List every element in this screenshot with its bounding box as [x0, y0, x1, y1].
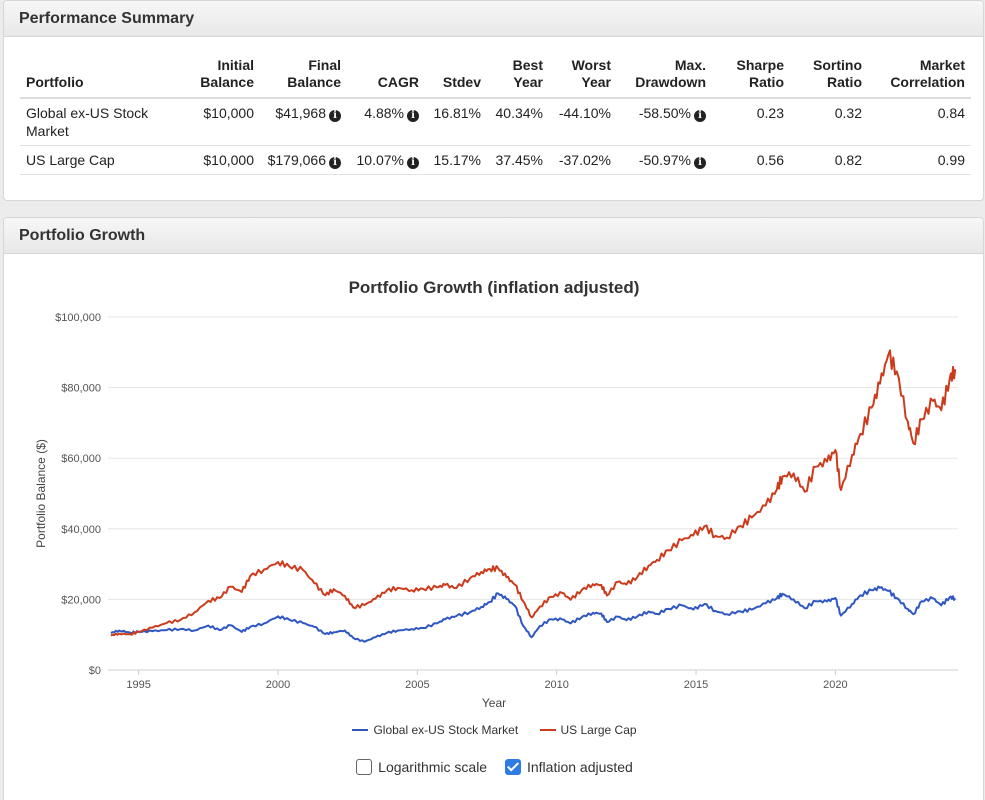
y-tick-label: $40,000	[61, 524, 101, 536]
inflation-adjusted-checkbox[interactable]	[504, 759, 521, 775]
portfolio-growth-chart: Portfolio Growth (inflation adjusted) $0 $…	[34, 278, 958, 710]
cell-best-year: 37.45%	[487, 145, 549, 175]
chart-legend: Global ex-US Stock Market US Large Cap	[4, 723, 983, 737]
col-stdev: Stdev	[425, 54, 487, 99]
y-tick-label: $20,000	[61, 594, 101, 606]
table-row: Global ex-US Stock Market $10,000 $41,96…	[20, 98, 971, 146]
y-tick-label: $100,000	[55, 312, 101, 324]
chart-title: Portfolio Growth (inflation adjusted)	[349, 278, 640, 297]
cell-stdev: 15.17%	[425, 145, 487, 175]
info-icon[interactable]: i	[407, 157, 419, 169]
col-final-balance: Final Balance	[260, 54, 347, 99]
x-tick-label: 1995	[126, 679, 150, 691]
cell-sortino-ratio: 0.32	[790, 98, 868, 146]
table-row: US Large Cap $10,000 $179,066 i 10.07% i 1…	[20, 145, 971, 175]
info-icon[interactable]: i	[694, 157, 706, 169]
x-tick-label: 2005	[405, 679, 429, 691]
cell-sharpe-ratio: 0.56	[712, 145, 790, 175]
performance-summary-header: Performance Summary	[4, 1, 983, 37]
y-tick-label: $0	[89, 665, 101, 677]
performance-summary-panel: Performance Summary Portfolio Initial Bal…	[3, 0, 984, 201]
cell-stdev: 16.81%	[425, 98, 487, 146]
series-line-us-large-cap	[110, 349, 957, 637]
legend-swatch-us-large-cap	[539, 729, 556, 731]
x-tick-label: 2020	[823, 679, 847, 691]
log-scale-option[interactable]: Logarithmic scale	[356, 759, 487, 775]
col-cagr: CAGR	[347, 54, 425, 99]
series-line-global-ex-us	[110, 585, 957, 643]
cell-market-correlation: 0.84	[868, 98, 971, 146]
cell-initial-balance: $10,000	[180, 98, 260, 146]
info-icon[interactable]: i	[694, 110, 706, 122]
cell-market-correlation: 0.99	[868, 145, 971, 175]
cell-cagr: 4.88% i	[347, 98, 425, 146]
cell-final-balance: $179,066 i	[260, 145, 347, 175]
y-tick-label: $60,000	[61, 453, 101, 465]
col-max-drawdown: Max. Drawdown	[617, 54, 712, 99]
legend-item-global-ex-us[interactable]: Global ex-US Stock Market	[352, 723, 518, 737]
x-tick-label: 2000	[266, 679, 290, 691]
y-tick-label: $80,000	[61, 383, 101, 395]
legend-item-us-large-cap[interactable]: US Large Cap	[539, 723, 637, 737]
cell-max-drawdown: -50.97% i	[617, 145, 712, 175]
table-header-row: Portfolio Initial Balance Final Balance CA…	[20, 54, 971, 99]
col-initial-balance: Initial Balance	[180, 54, 260, 99]
cell-portfolio: Global ex-US Stock Market	[20, 98, 180, 146]
cell-initial-balance: $10,000	[180, 145, 260, 175]
col-sortino-ratio: Sortino Ratio	[790, 54, 868, 99]
cell-cagr: 10.07% i	[347, 145, 425, 175]
cell-portfolio: US Large Cap	[20, 145, 180, 175]
col-best-year: Best Year	[487, 54, 549, 99]
cell-worst-year: -37.02%	[549, 145, 617, 175]
legend-swatch-global-ex-us	[352, 729, 369, 731]
col-portfolio: Portfolio	[20, 54, 180, 99]
cell-sharpe-ratio: 0.23	[712, 98, 790, 146]
info-icon[interactable]: i	[329, 157, 341, 169]
col-market-correlation: Market Correlation	[868, 54, 971, 99]
cell-best-year: 40.34%	[487, 98, 549, 146]
chart-options: Logarithmic scale Inflation adjusted	[4, 759, 983, 775]
info-icon[interactable]: i	[407, 110, 419, 122]
cell-worst-year: -44.10%	[549, 98, 617, 146]
cell-max-drawdown: -58.50% i	[617, 98, 712, 146]
y-axis-label: Portfolio Balance ($)	[34, 439, 48, 548]
info-icon[interactable]: i	[329, 110, 341, 122]
col-sharpe-ratio: Sharpe Ratio	[712, 54, 790, 99]
inflation-adjusted-option[interactable]: Inflation adjusted	[504, 759, 633, 775]
col-worst-year: Worst Year	[549, 54, 617, 99]
log-scale-checkbox[interactable]	[356, 759, 373, 775]
portfolio-growth-panel: Portfolio Growth Portfolio Growth (infla…	[3, 217, 984, 800]
performance-table: Portfolio Initial Balance Final Balance CA…	[20, 54, 971, 175]
cell-sortino-ratio: 0.82	[790, 145, 868, 175]
portfolio-growth-header: Portfolio Growth	[4, 218, 983, 254]
x-tick-label: 2010	[544, 679, 568, 691]
x-axis-label: Year	[482, 696, 506, 710]
cell-final-balance: $41,968 i	[260, 98, 347, 146]
x-tick-label: 2015	[684, 679, 708, 691]
